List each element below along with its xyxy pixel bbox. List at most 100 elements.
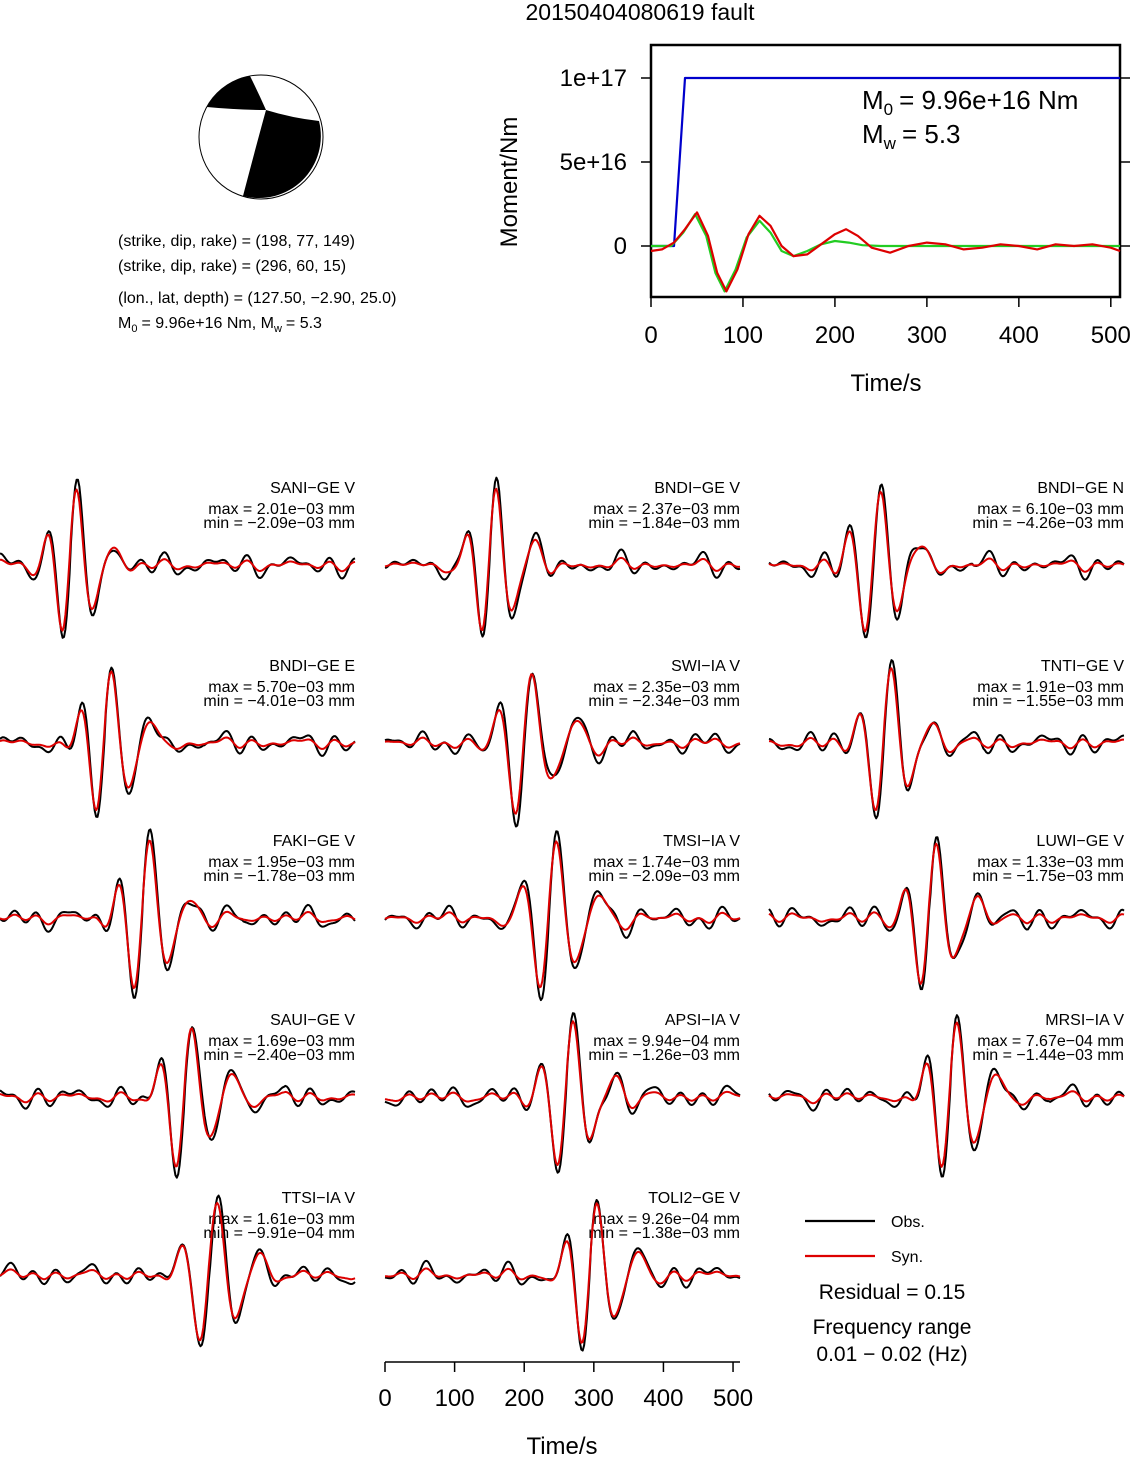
station-min: min = −1.26e−03 mm <box>588 1047 740 1064</box>
synthetic-trace <box>0 488 356 632</box>
station-min: min = −4.01e−03 mm <box>203 693 355 710</box>
station-max: max = 1.69e−03 mm <box>208 1033 355 1050</box>
moment-x-tick-label: 500 <box>1091 322 1131 349</box>
moment-plot-frame <box>649 43 1122 299</box>
beachball-quadrant-2 <box>243 110 321 199</box>
station-max: max = 5.70e−03 mm <box>208 679 355 696</box>
legend-synthetic-label: Syn. <box>891 1249 923 1266</box>
station-max: max = 9.26e−04 mm <box>593 1211 740 1228</box>
mechanism-info: (strike, dip, rake) = (198, 77, 149) (st… <box>118 233 396 335</box>
synthetic-trace <box>0 670 356 812</box>
station-max: max = 9.94e−04 mm <box>593 1033 740 1050</box>
focal-mechanism-beachball <box>198 74 324 200</box>
station-min: min = −1.55e−03 mm <box>972 693 1124 710</box>
station-min: min = −1.44e−03 mm <box>972 1047 1124 1064</box>
station-name: TNTI−GE V <box>1041 658 1124 675</box>
waveform-x-tick-label: 400 <box>643 1385 683 1412</box>
plane1-text: (strike, dip, rake) = (198, 77, 149) <box>118 233 355 250</box>
station-name: BNDI−GE V <box>654 480 740 497</box>
moment-y-tick-label: 1e+17 <box>560 65 627 92</box>
moment-x-tick-label: 100 <box>723 322 763 349</box>
station-max: max = 2.01e−03 mm <box>208 501 355 518</box>
synthetic-trace <box>385 1202 741 1344</box>
station-min: min = −2.09e−03 mm <box>588 868 740 885</box>
station-max: max = 1.74e−03 mm <box>593 854 740 871</box>
station-max: max = 1.95e−03 mm <box>208 854 355 871</box>
figure-title: 20150404080619 fault <box>526 0 756 25</box>
synthetic-trace <box>768 490 1125 633</box>
moment-panel: 0 100 200 300 400 500 0 5e+16 1e+17 <box>560 43 1131 349</box>
station-name: MRSI−IA V <box>1045 1012 1124 1029</box>
station-min: min = −1.78e−03 mm <box>203 868 355 885</box>
station-min: min = −2.40e−03 mm <box>203 1047 355 1064</box>
station-name: TOLI2−GE V <box>648 1190 740 1207</box>
station-max: max = 6.10e−03 mm <box>977 501 1124 518</box>
waveform-x-tick-label: 100 <box>435 1385 475 1412</box>
synthetic-trace <box>768 1021 1125 1168</box>
frequency-range: 0.01 − 0.02 (Hz) <box>816 1343 967 1366</box>
station-max: max = 7.67e−04 mm <box>977 1033 1124 1050</box>
synthetic-trace <box>768 667 1124 811</box>
waveform-x-tick-label: 500 <box>713 1385 753 1412</box>
station-name: BNDI−GE N <box>1037 480 1124 497</box>
synthetic-trace <box>0 1201 356 1342</box>
moment-x-tick-label: 400 <box>999 322 1039 349</box>
moment-text: M0 = 9.96e+16 Nm, Mw = 5.3 <box>118 315 322 335</box>
legend: Obs. Syn. Residual = 0.15 Frequency rang… <box>805 1214 971 1366</box>
synthetic-trace <box>384 487 741 631</box>
moment-x-tick-label: 200 <box>815 322 855 349</box>
station-name: BNDI−GE E <box>269 658 355 675</box>
moment-annotation-m0: M0 = 9.96e+16 Nm <box>862 85 1078 119</box>
waveform-x-tick-label: 300 <box>574 1385 614 1412</box>
station-name: SAUI−GE V <box>270 1012 355 1029</box>
observed-trace <box>768 1014 1125 1178</box>
station-name: APSI−IA V <box>665 1012 740 1029</box>
moment-y-tick-label: 0 <box>614 233 627 260</box>
station-min: min = −2.34e−03 mm <box>588 693 740 710</box>
station-max: max = 1.91e−03 mm <box>977 679 1124 696</box>
observed-trace <box>0 666 356 818</box>
station-min: min = −1.84e−03 mm <box>588 515 740 532</box>
station-max: max = 2.35e−03 mm <box>593 679 740 696</box>
moment-ylabel: Moment/Nm <box>496 117 523 248</box>
station-name: LUWI−GE V <box>1036 833 1124 850</box>
station-min: min = −9.91e−04 mm <box>203 1225 355 1242</box>
synthetic-trace <box>384 1020 741 1166</box>
synthetic-trace <box>384 840 741 989</box>
synthetic-trace <box>0 1027 356 1168</box>
synthetic-trace <box>768 842 1125 985</box>
moment-annotation-mw: Mw = 5.3 <box>862 119 961 153</box>
moment-stf-line <box>650 211 1121 293</box>
location-text: (lon., lat, depth) = (127.50, −2.90, 25.… <box>118 290 396 307</box>
station-name: TMSI−IA V <box>663 833 740 850</box>
station-name: SANI−GE V <box>270 480 355 497</box>
synthetic-trace <box>0 839 356 990</box>
station-min: min = −2.09e−03 mm <box>203 515 355 532</box>
station-name: SWI−IA V <box>671 658 740 675</box>
moment-x-tick-label: 0 <box>644 322 657 349</box>
station-name: FAKI−GE V <box>273 833 356 850</box>
moment-xlabel: Time/s <box>850 370 921 397</box>
moment-x-tick-label: 300 <box>907 322 947 349</box>
waveform-x-tick-label: 0 <box>378 1385 391 1412</box>
waveform-time-axis: 0 100 200 300 400 500 <box>378 1361 753 1412</box>
station-min: min = −4.26e−03 mm <box>972 515 1124 532</box>
observed-trace <box>384 1012 741 1174</box>
observed-trace <box>384 830 741 1002</box>
synthetic-trace <box>384 673 741 815</box>
observed-trace <box>0 1026 356 1179</box>
waveform-xlabel: Time/s <box>526 1433 597 1458</box>
